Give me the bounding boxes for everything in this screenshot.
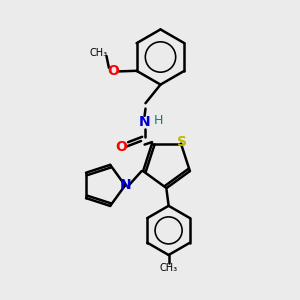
Text: CH₃: CH₃: [160, 262, 178, 273]
Text: S: S: [178, 135, 188, 149]
Text: CH₃: CH₃: [90, 47, 108, 58]
Text: O: O: [107, 64, 119, 78]
Text: H: H: [154, 114, 163, 127]
Text: N: N: [139, 116, 150, 129]
Text: N: N: [119, 178, 131, 192]
Text: O: O: [116, 140, 128, 154]
